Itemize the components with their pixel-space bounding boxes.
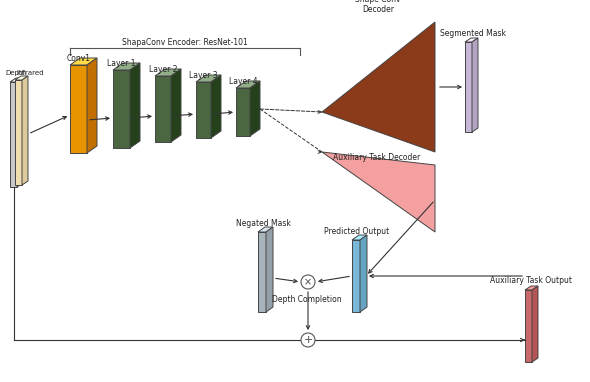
Polygon shape	[130, 63, 140, 148]
Polygon shape	[70, 65, 87, 153]
Text: Segmented Mask: Segmented Mask	[441, 29, 506, 38]
Text: Layer 4: Layer 4	[229, 77, 257, 86]
Circle shape	[301, 275, 315, 289]
Polygon shape	[258, 232, 266, 312]
Polygon shape	[352, 240, 360, 312]
Polygon shape	[113, 63, 140, 70]
Text: Layer 1: Layer 1	[107, 59, 136, 68]
Polygon shape	[250, 81, 260, 136]
Text: Depth Completion: Depth Completion	[272, 295, 342, 304]
Polygon shape	[236, 88, 250, 136]
Polygon shape	[17, 78, 23, 187]
Text: Auxiliary Task Decoder: Auxiliary Task Decoder	[333, 153, 421, 162]
Polygon shape	[211, 75, 221, 138]
Text: Infrared: Infrared	[16, 70, 44, 76]
Polygon shape	[525, 290, 532, 362]
Polygon shape	[196, 82, 211, 138]
Polygon shape	[171, 69, 181, 142]
Text: ShapaConv Encoder: ResNet-101: ShapaConv Encoder: ResNet-101	[122, 38, 248, 47]
Polygon shape	[465, 42, 472, 132]
Polygon shape	[22, 76, 28, 185]
Polygon shape	[113, 70, 130, 148]
Text: Predicted Output: Predicted Output	[324, 227, 389, 236]
Polygon shape	[155, 76, 171, 142]
Text: Conv1: Conv1	[67, 54, 90, 63]
Polygon shape	[155, 69, 181, 76]
Polygon shape	[465, 38, 478, 42]
Polygon shape	[472, 38, 478, 132]
Polygon shape	[87, 58, 97, 153]
Polygon shape	[196, 75, 221, 82]
Text: Shape Conv
Decoder: Shape Conv Decoder	[355, 0, 401, 14]
Polygon shape	[322, 22, 435, 152]
Text: Depth: Depth	[5, 70, 26, 76]
Polygon shape	[266, 227, 273, 312]
Polygon shape	[15, 76, 28, 80]
Polygon shape	[15, 80, 22, 185]
Polygon shape	[532, 286, 538, 362]
Polygon shape	[10, 78, 23, 82]
Text: Negated Mask: Negated Mask	[235, 219, 290, 228]
Polygon shape	[525, 286, 538, 290]
Text: Auxiliary Task Output: Auxiliary Task Output	[490, 276, 572, 285]
Polygon shape	[352, 235, 367, 240]
Text: Layer 2: Layer 2	[149, 65, 177, 74]
Polygon shape	[236, 81, 260, 88]
Polygon shape	[360, 235, 367, 312]
Polygon shape	[258, 227, 273, 232]
Polygon shape	[70, 58, 97, 65]
Text: Layer 3: Layer 3	[189, 71, 218, 80]
Circle shape	[301, 333, 315, 347]
Polygon shape	[10, 82, 17, 187]
Text: ×: ×	[304, 277, 312, 287]
Text: +: +	[303, 335, 313, 345]
Polygon shape	[322, 152, 435, 232]
